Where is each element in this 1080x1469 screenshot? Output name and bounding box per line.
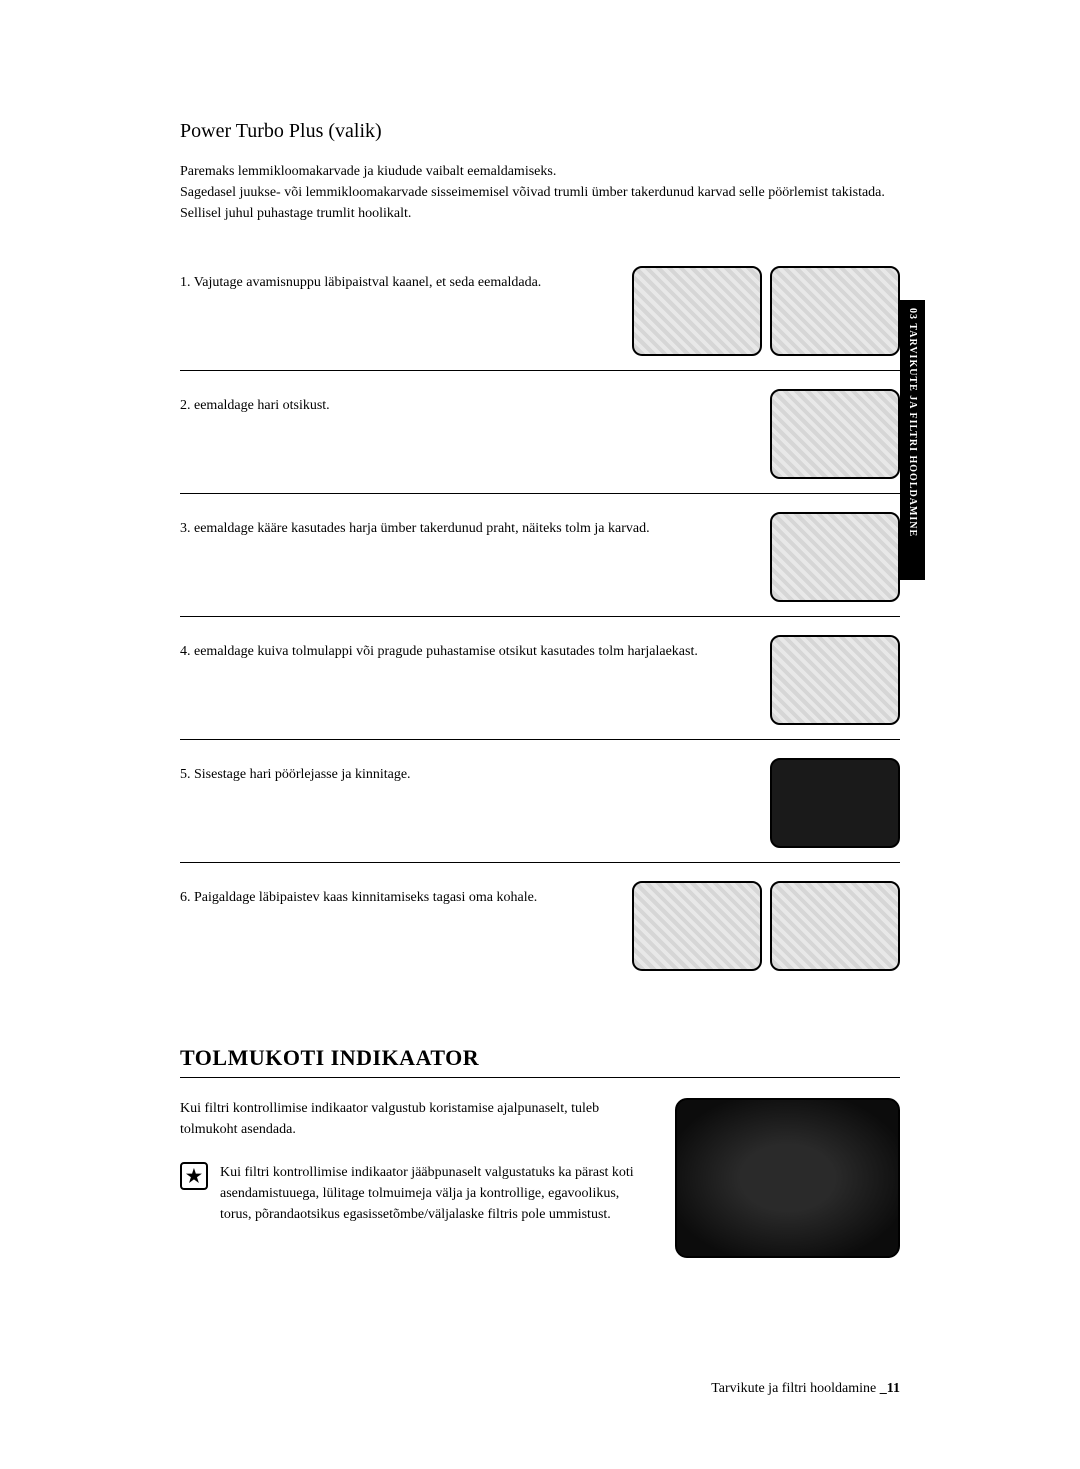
illustration-image: [632, 881, 762, 971]
section1-title: Power Turbo Plus (valik): [180, 120, 900, 143]
illustration-image: [770, 512, 900, 602]
section1-intro: Paremaks lemmikloomakarvade ja kiudude v…: [180, 161, 900, 224]
section2-title: TOLMUKOTI INDIKAATOR: [180, 1045, 900, 1071]
illustration-image: [770, 635, 900, 725]
indicator-text: Kui filtri kontrollimise indikaator valg…: [180, 1098, 647, 1140]
step-text: 2. eemaldage hari otsikust.: [180, 389, 754, 416]
step-text: 1. Vajutage avamisnuppu läbipaistval kaa…: [180, 266, 616, 293]
illustration-image: [770, 881, 900, 971]
step-illustrations: [632, 881, 900, 971]
step-illustrations: [632, 266, 900, 356]
chapter-tab: 03 TARVIKUTE JA FILTRI HOOLDAMINE: [900, 300, 925, 580]
step-text: 5. Sisestage hari pöörlejasse ja kinnita…: [180, 758, 754, 785]
step-illustrations: [770, 389, 900, 479]
step-row: 6. Paigaldage läbipaistev kaas kinnitami…: [180, 863, 900, 985]
step-text: 3. eemaldage kääre kasutades harja ümber…: [180, 512, 754, 539]
step-row: 4. eemaldage kuiva tolmulappi või pragud…: [180, 617, 900, 740]
rule: [180, 1077, 900, 1078]
step-row: 2. eemaldage hari otsikust.: [180, 371, 900, 494]
indicator-note: Kui filtri kontrollimise indikaator jääb…: [220, 1162, 647, 1225]
page-number: _11: [880, 1381, 900, 1396]
step-text: 4. eemaldage kuiva tolmulappi või pragud…: [180, 635, 754, 662]
step-text: 6. Paigaldage läbipaistev kaas kinnitami…: [180, 881, 616, 908]
illustration-image: [770, 389, 900, 479]
step-row: 1. Vajutage avamisnuppu läbipaistval kaa…: [180, 248, 900, 371]
illustration-image: [632, 266, 762, 356]
star-icon: ★: [180, 1162, 208, 1190]
step-illustrations: [770, 758, 900, 848]
page-footer: Tarvikute ja filtri hooldamine _11: [711, 1381, 900, 1397]
step-row: 3. eemaldage kääre kasutades harja ümber…: [180, 494, 900, 617]
step-row: 5. Sisestage hari pöörlejasse ja kinnita…: [180, 740, 900, 863]
illustration-image: [770, 266, 900, 356]
step-illustrations: [770, 512, 900, 602]
footer-text: Tarvikute ja filtri hooldamine: [711, 1381, 876, 1396]
step-illustrations: [770, 635, 900, 725]
indicator-illustration: [675, 1098, 900, 1258]
steps-list: 1. Vajutage avamisnuppu läbipaistval kaa…: [180, 248, 900, 985]
illustration-image: [770, 758, 900, 848]
